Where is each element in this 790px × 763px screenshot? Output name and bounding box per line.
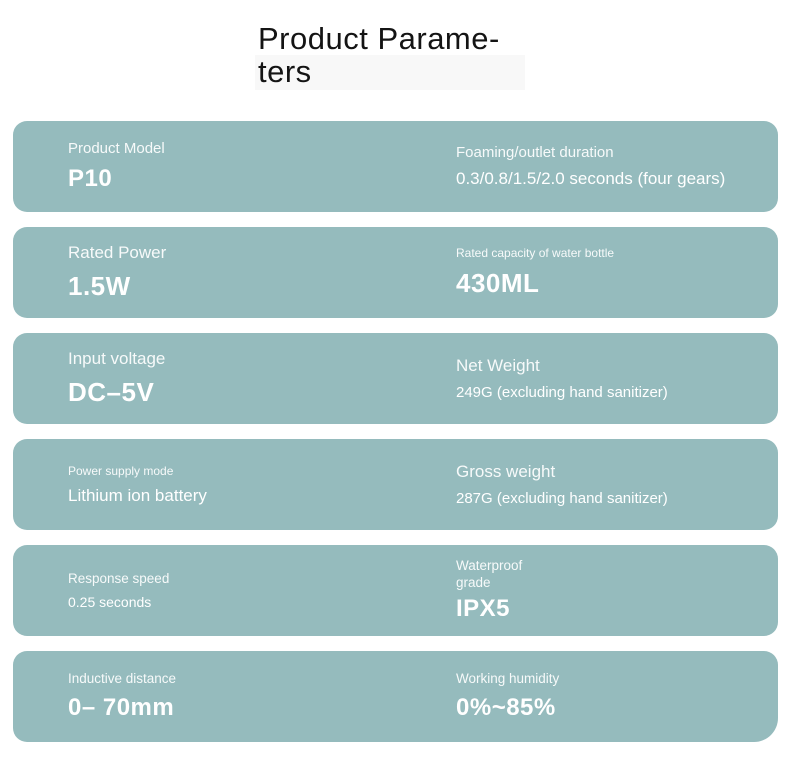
parameter-row-input-voltage: Input voltage DC–5V Net Weight 249G (exc…: [13, 333, 778, 424]
parameter-row-product-model: Product Model P10 Foaming/outlet duratio…: [13, 121, 778, 212]
parameter-row-rated-power: Rated Power 1.5W Rated capacity of water…: [13, 227, 778, 318]
param-value: 430ML: [456, 268, 540, 298]
cell-inductive-distance: Inductive distance 0– 70mm: [68, 651, 438, 742]
param-label: Rated capacity of water bottle: [456, 246, 615, 260]
page-title-line2: ters: [258, 54, 312, 89]
param-label: Inductive distance: [68, 671, 177, 686]
param-value: 0%~85%: [456, 694, 556, 721]
cell-product-model: Product Model P10: [68, 121, 438, 212]
cell-input-voltage: Input voltage DC–5V: [68, 333, 438, 424]
cell-rated-power: Rated Power 1.5W: [68, 227, 438, 318]
param-label: Rated Power: [68, 243, 167, 262]
param-label: Response speed: [68, 571, 170, 586]
param-value: 0.25 seconds: [68, 594, 152, 610]
param-value: 249G (excluding hand sanitizer): [456, 384, 668, 401]
cell-gross-weight: Gross weight 287G (excluding hand saniti…: [456, 439, 771, 530]
page-title-line1: Product Parame-: [258, 21, 500, 56]
cell-waterproof-grade: Waterproof grade IPX5: [456, 545, 771, 636]
param-value: 0– 70mm: [68, 694, 175, 721]
param-label: Net Weight: [456, 356, 540, 375]
param-label: Input voltage: [68, 349, 166, 368]
param-label: Working humidity: [456, 671, 560, 686]
parameter-row-inductive-distance: Inductive distance 0– 70mm Working humid…: [13, 651, 778, 742]
param-label: Foaming/outlet duration: [456, 144, 614, 161]
param-value: DC–5V: [68, 377, 155, 407]
cell-power-supply-mode: Power supply mode Lithium ion battery: [68, 439, 438, 530]
cell-response-speed: Response speed 0.25 seconds: [68, 545, 438, 636]
param-value: 1.5W: [68, 271, 131, 301]
param-value: IPX5: [456, 594, 511, 622]
parameter-list: Product Model P10 Foaming/outlet duratio…: [13, 121, 778, 757]
param-value: P10: [68, 165, 113, 192]
param-label: Product Model: [68, 140, 165, 157]
page-title: Product Parame- ters: [258, 22, 578, 88]
cell-water-bottle-capacity: Rated capacity of water bottle 430ML: [456, 227, 771, 318]
param-label: Gross weight: [456, 462, 556, 481]
title-background-strip: [255, 55, 525, 90]
parameter-row-response-speed: Response speed 0.25 seconds Waterproof g…: [13, 545, 778, 636]
cell-net-weight: Net Weight 249G (excluding hand sanitize…: [456, 333, 771, 424]
param-value: 0.3/0.8/1.5/2.0 seconds (four gears): [456, 169, 726, 188]
param-value: 287G (excluding hand sanitizer): [456, 490, 668, 507]
param-label: Waterproof grade: [456, 558, 523, 590]
cell-working-humidity: Working humidity 0%~85%: [456, 651, 771, 742]
cell-foaming-duration: Foaming/outlet duration 0.3/0.8/1.5/2.0 …: [456, 121, 771, 212]
param-value: Lithium ion battery: [68, 485, 207, 505]
parameter-row-power-supply: Power supply mode Lithium ion battery Gr…: [13, 439, 778, 530]
param-label: Power supply mode: [68, 463, 174, 478]
